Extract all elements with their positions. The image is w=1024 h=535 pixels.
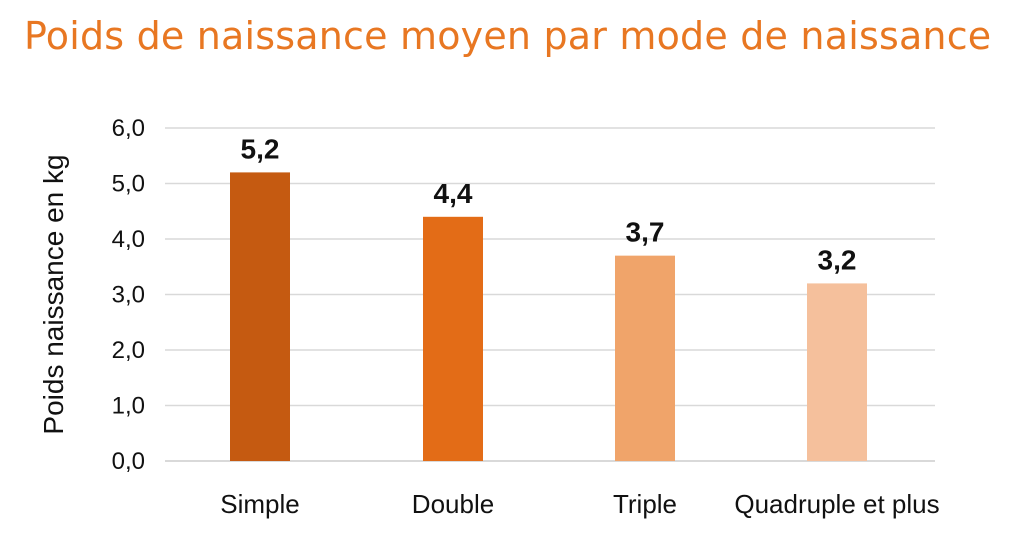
y-tick-label: 0,0 [112, 448, 145, 475]
data-label: 4,4 [434, 178, 473, 209]
y-tick-label: 5,0 [112, 171, 145, 198]
y-tick-label: 2,0 [112, 337, 145, 364]
y-tick-label: 1,0 [112, 393, 145, 420]
chart-title: Poids de naissance moyen par mode de nai… [24, 14, 992, 58]
y-tick-label: 4,0 [112, 226, 145, 253]
x-tick-label: Double [412, 489, 494, 519]
data-label: 5,2 [241, 133, 280, 164]
bar [615, 255, 675, 461]
y-tick-label: 3,0 [112, 282, 145, 309]
bar [230, 172, 290, 461]
x-tick-label: Triple [613, 489, 677, 519]
x-tick-label: Simple [220, 489, 299, 519]
x-tick-label: Quadruple et plus [734, 489, 939, 519]
data-label: 3,2 [818, 244, 857, 275]
bar [807, 283, 867, 461]
data-label: 3,7 [626, 217, 665, 248]
y-axis-label: Poids naissance en kg [38, 154, 69, 434]
y-tick-label: 6,0 [112, 115, 145, 142]
bar [423, 216, 483, 461]
